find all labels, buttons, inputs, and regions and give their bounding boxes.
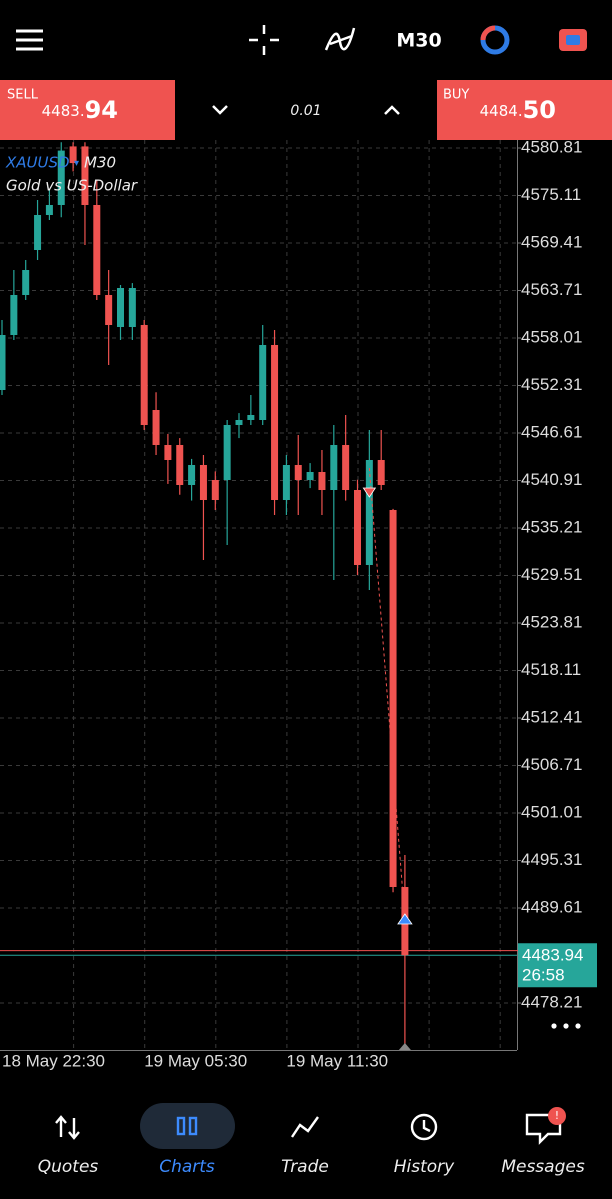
y-tick-label: 4546.61 xyxy=(521,422,582,441)
candle-body xyxy=(377,460,385,485)
candle-body xyxy=(188,465,196,485)
candle-body xyxy=(365,460,373,565)
buy-price-pips: 50 xyxy=(523,96,556,124)
nav-charts[interactable]: Charts xyxy=(159,1157,215,1177)
current-candle-marker xyxy=(398,1043,411,1050)
candle-body xyxy=(22,270,30,295)
x-tick-label: 19 May 11:30 xyxy=(286,1051,388,1070)
candle-body xyxy=(282,465,290,500)
candle-body xyxy=(294,465,302,480)
candle-body xyxy=(259,345,267,420)
symbol-description: Gold vs US-Dollar xyxy=(6,177,138,195)
y-tick-label: 4540.91 xyxy=(521,470,582,489)
chart-menu[interactable] xyxy=(551,1023,581,1029)
y-tick-label: 4512.41 xyxy=(521,707,582,726)
y-tick-label: 4506.71 xyxy=(521,755,582,774)
messages-badge xyxy=(548,1107,566,1125)
candle-body xyxy=(306,472,314,480)
y-tick-label: 4580.81 xyxy=(521,137,582,156)
one-click-button[interactable] xyxy=(480,25,510,55)
trade-line xyxy=(368,467,406,920)
candle-body xyxy=(128,288,136,327)
y-tick-label: 4558.01 xyxy=(521,327,582,346)
menu-button[interactable] xyxy=(16,29,43,51)
buy-button[interactable] xyxy=(437,80,612,140)
candle-body xyxy=(10,295,18,335)
candle-body xyxy=(271,345,279,500)
nav-active-pill xyxy=(140,1103,235,1149)
sell-label: SELL xyxy=(7,88,39,103)
candle-body xyxy=(93,205,101,295)
candle-body xyxy=(247,415,255,420)
y-tick-label: 4518.11 xyxy=(521,660,581,679)
y-tick-label: 4535.21 xyxy=(521,517,582,536)
y-tick-label: 4495.31 xyxy=(521,850,582,869)
nav-icons xyxy=(55,1113,562,1145)
y-tick-label: 4501.01 xyxy=(521,802,582,821)
y-tick-label: 4575.11 xyxy=(521,185,581,204)
nav-quotes[interactable]: Quotes xyxy=(38,1157,99,1177)
candle-body xyxy=(45,205,53,215)
candle-body xyxy=(176,445,184,485)
sell-price-main: 4483. xyxy=(42,102,85,120)
y-tick-label: 4552.31 xyxy=(521,375,582,394)
candle-body xyxy=(354,490,361,565)
buy-price-main: 4484. xyxy=(480,102,523,120)
candle-body xyxy=(117,288,124,327)
sell-price: 4483.94 xyxy=(42,96,118,124)
plot-area xyxy=(0,140,517,1050)
y-tick-label: 4529.51 xyxy=(521,565,582,584)
candle-body xyxy=(235,420,243,425)
candle-body xyxy=(223,425,231,480)
candle-body xyxy=(342,445,350,490)
candle-body xyxy=(34,215,42,250)
nav-messages[interactable]: Messages xyxy=(501,1157,585,1177)
buy-price: 4484.50 xyxy=(480,96,556,124)
sell-marker xyxy=(362,487,377,498)
candle-body xyxy=(57,150,65,205)
candle-body xyxy=(318,472,326,490)
candle-body xyxy=(140,325,148,425)
candle-body xyxy=(389,510,397,887)
candle-body xyxy=(69,146,77,164)
x-tick-label: 18 May 22:30 xyxy=(2,1051,105,1070)
symbol-dropdown: ▾ xyxy=(74,158,79,169)
indicators-button[interactable] xyxy=(324,27,356,51)
bid-tag xyxy=(518,943,597,988)
messages-badge-text: ! xyxy=(555,1109,559,1122)
bid-tag-countdown: 26:58 xyxy=(522,966,565,985)
x-tick-label: 19 May 05:30 xyxy=(144,1051,247,1070)
lot-increase[interactable] xyxy=(384,105,400,115)
candle-body xyxy=(211,480,219,500)
y-tick-label: 4489.61 xyxy=(521,897,582,916)
candle-body xyxy=(152,410,160,445)
candle-body xyxy=(81,146,89,205)
buy-label: BUY xyxy=(443,88,469,103)
y-tick-label: 4569.41 xyxy=(521,232,582,251)
y-tick-label: 4478.21 xyxy=(521,992,582,1011)
candle-body xyxy=(105,295,113,325)
chart-timeframe: M30 xyxy=(84,154,116,172)
nav-trade[interactable]: Trade xyxy=(281,1157,329,1177)
candle-body xyxy=(330,445,338,490)
trade-button[interactable] xyxy=(559,29,587,51)
sell-button[interactable] xyxy=(0,80,175,140)
lot-decrease[interactable] xyxy=(212,105,228,115)
candle-body xyxy=(164,445,172,460)
lot-size[interactable]: 0.01 xyxy=(290,103,321,119)
y-tick-label: 4523.81 xyxy=(521,612,582,631)
sell-price-pips: 94 xyxy=(85,96,118,124)
nav-history[interactable]: History xyxy=(394,1157,455,1177)
y-tick-label: 4563.71 xyxy=(521,280,582,299)
timeframe-button[interactable]: M30 xyxy=(396,30,441,52)
bid-tag-price: 4483.94 xyxy=(522,946,583,965)
candle-body xyxy=(0,335,6,390)
candle-body xyxy=(199,465,207,500)
buy-marker xyxy=(397,913,413,925)
crosshair-button[interactable] xyxy=(249,25,279,55)
symbol[interactable]: XAUUSD xyxy=(5,154,70,172)
